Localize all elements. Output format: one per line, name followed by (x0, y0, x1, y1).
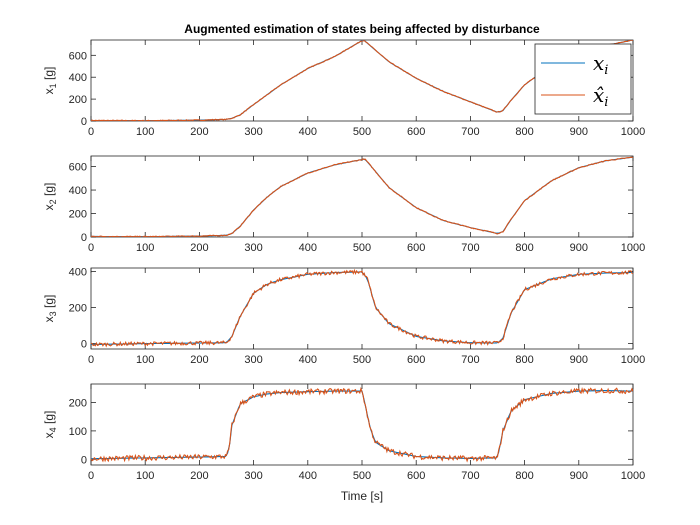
y-axis-label: x3 [g] (42, 295, 58, 323)
y-axis-label-unit: [g] (42, 295, 56, 312)
x-tick-label: 700 (461, 354, 479, 366)
y-tick-label: 100 (69, 426, 87, 438)
x-tick-label: 400 (299, 242, 317, 254)
y-axis-label-sub: 1 (48, 83, 58, 88)
y-axis-label: x4 [g] (42, 411, 58, 439)
x-tick-label: 600 (407, 354, 425, 366)
legend-box (534, 43, 632, 115)
x-tick-label: 1000 (621, 470, 645, 482)
y-tick-label: 200 (69, 303, 87, 315)
x-tick-label: 700 (461, 242, 479, 254)
x-tick-label: 0 (88, 242, 94, 254)
x-tick-label: 300 (244, 354, 262, 366)
x-tick-label: 100 (136, 126, 154, 138)
x-tick-label: 200 (190, 126, 208, 138)
x-tick-label: 400 (299, 126, 317, 138)
x-tick-label: 400 (299, 354, 317, 366)
x-axis-label: Time [s] (341, 489, 383, 503)
x-tick-label: 500 (353, 354, 371, 366)
x-tick-label: 400 (299, 470, 317, 482)
x-tick-label: 0 (88, 354, 94, 366)
x-tick-label: 100 (136, 470, 154, 482)
x-tick-label: 800 (515, 242, 533, 254)
y-axis-label-unit: [g] (42, 183, 56, 200)
x-tick-label: 600 (407, 126, 425, 138)
y-tick-label: 600 (69, 50, 87, 62)
axes-box (90, 383, 634, 466)
y-tick-label: 600 (69, 162, 87, 174)
series-line-estimate (91, 156, 633, 237)
y-axis-label-base: x (42, 316, 56, 322)
x-tick-label: 200 (190, 242, 208, 254)
x-tick-label: 0 (88, 470, 94, 482)
x-tick-label: 1000 (621, 354, 645, 366)
x-tick-label: 900 (570, 242, 588, 254)
y-axis-label-sub: 3 (48, 311, 58, 316)
y-axis-label: x1 [g] (42, 67, 58, 95)
y-tick-label: 200 (69, 397, 87, 409)
y-axis-label-sub: 4 (48, 427, 58, 432)
subplot-4: 0 100 200 300 400 500 600 700 800 900 1000 0 100 200 x… (42, 383, 645, 482)
x-tick-label: 900 (570, 126, 588, 138)
y-axis-label-base: x (42, 432, 56, 438)
chart-title: Augmented estimation of states being aff… (184, 22, 540, 36)
y-tick-label: 400 (69, 185, 87, 197)
series-line-estimate (91, 268, 633, 348)
y-axis-label-unit: [g] (42, 67, 56, 84)
legend-label-estimate: x̂i (593, 83, 608, 110)
x-tick-label: 500 (353, 470, 371, 482)
series-line-estimate (91, 386, 633, 463)
axes-box (90, 267, 634, 350)
axes-box (90, 155, 634, 238)
x-tick-label: 500 (353, 242, 371, 254)
y-tick-label: 400 (69, 267, 87, 279)
y-tick-label: 400 (69, 72, 87, 84)
legend: xi x̂i (534, 43, 632, 115)
x-tick-label: 200 (190, 354, 208, 366)
x-tick-label: 700 (461, 470, 479, 482)
y-tick-label: 0 (81, 339, 87, 351)
x-tick-label: 600 (407, 242, 425, 254)
y-axis-label-sub: 2 (48, 199, 58, 204)
y-tick-label: 0 (81, 232, 87, 244)
x-tick-label: 300 (244, 470, 262, 482)
x-tick-label: 300 (244, 242, 262, 254)
x-tick-label: 100 (136, 354, 154, 366)
y-tick-label: 0 (81, 116, 87, 128)
x-tick-label: 1000 (621, 126, 645, 138)
x-tick-label: 300 (244, 126, 262, 138)
y-axis-label-base: x (42, 88, 56, 94)
x-tick-label: 800 (515, 470, 533, 482)
x-tick-label: 800 (515, 126, 533, 138)
subplot-3: 0 100 200 300 400 500 600 700 800 900 1000 0 200 400 x… (42, 267, 645, 366)
x-tick-label: 500 (353, 126, 371, 138)
subplot-2: 0 100 200 300 400 500 600 700 800 900 1000 0 200 400 6… (42, 155, 645, 254)
x-tick-label: 700 (461, 126, 479, 138)
y-axis-label: x2 [g] (42, 183, 58, 211)
subplot-1: 0 100 200 300 400 500 600 700 800 900 1000 0 200 400 6… (42, 39, 645, 138)
y-tick-label: 200 (69, 94, 87, 106)
x-tick-label: 900 (570, 354, 588, 366)
y-tick-label: 200 (69, 209, 87, 221)
y-axis-label-unit: [g] (42, 411, 56, 428)
subplot-grid: 0 100 200 300 400 500 600 700 800 900 100002004006… (42, 39, 645, 482)
x-tick-label: 200 (190, 470, 208, 482)
x-tick-label: 0 (88, 126, 94, 138)
x-tick-label: 600 (407, 470, 425, 482)
y-tick-label: 0 (81, 454, 87, 466)
x-tick-label: 100 (136, 242, 154, 254)
legend-label-true: xi (593, 51, 608, 78)
x-tick-label: 800 (515, 354, 533, 366)
x-tick-label: 900 (570, 470, 588, 482)
y-axis-label-base: x (42, 204, 56, 210)
x-tick-label: 1000 (621, 242, 645, 254)
